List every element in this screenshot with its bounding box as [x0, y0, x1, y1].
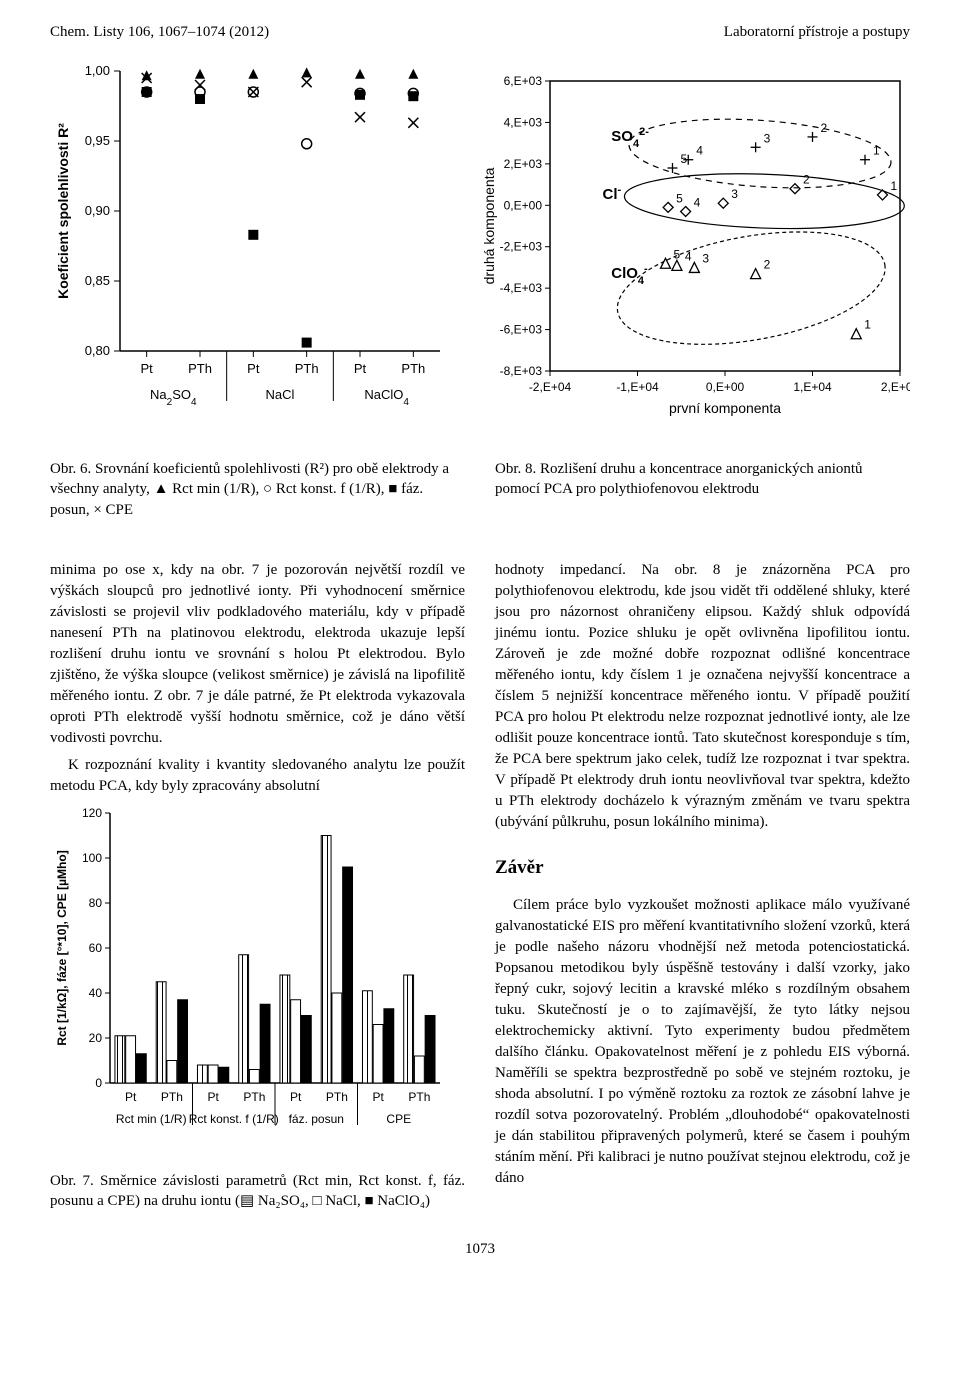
svg-text:Pt: Pt — [290, 1090, 302, 1104]
svg-text:2: 2 — [803, 173, 810, 187]
svg-text:60: 60 — [89, 941, 103, 955]
svg-text:1: 1 — [891, 179, 898, 193]
svg-text:Koeficient spolehlivosti R²: Koeficient spolehlivosti R² — [55, 123, 71, 299]
svg-text:-2,E+04: -2,E+04 — [529, 380, 572, 394]
svg-text:Rct [1/kΩ], fáze [°*10], CPE [: Rct [1/kΩ], fáze [°*10], CPE [µMho] — [55, 850, 69, 1045]
svg-text:80: 80 — [89, 896, 103, 910]
svg-text:2: 2 — [821, 121, 828, 135]
figure-7: 0 20 40 60 80 100 120 Pt PTh Pt PTh Pt PTh Pt PTh Rct m… — [50, 803, 465, 1212]
svg-text:-1,E+04: -1,E+04 — [616, 380, 659, 394]
svg-text:40: 40 — [89, 986, 103, 1000]
svg-text:PTh: PTh — [401, 361, 425, 376]
svg-text:120: 120 — [82, 806, 102, 820]
svg-text:0,85: 0,85 — [85, 273, 110, 288]
svg-text:1: 1 — [873, 144, 880, 158]
paragraph: Cílem práce bylo vyzkoušet možnosti apli… — [495, 895, 910, 1189]
svg-text:Pt: Pt — [141, 361, 154, 376]
section-label: Laboratorní přístroje a postupy — [724, 24, 910, 41]
svg-text:-2,E+03: -2,E+03 — [500, 240, 543, 254]
svg-text:0: 0 — [95, 1076, 102, 1090]
page-number: 1073 — [50, 1241, 910, 1258]
svg-text:první komponenta: první komponenta — [669, 400, 781, 416]
svg-text:4: 4 — [694, 196, 701, 210]
svg-text:PTh: PTh — [326, 1090, 348, 1104]
svg-text:Na2SO4: Na2SO4 — [150, 387, 197, 408]
journal-ref: Chem. Listy 106, 1067–1074 (2012) — [50, 24, 269, 41]
paragraph: minima po ose x, kdy na obr. 7 je pozoro… — [50, 560, 465, 749]
svg-text:0,E+00: 0,E+00 — [504, 198, 543, 212]
svg-text:CPE: CPE — [386, 1112, 411, 1126]
svg-text:-8,E+03: -8,E+03 — [500, 364, 543, 378]
paragraph: K rozpoznání kvality i kvantity sledovan… — [50, 755, 465, 797]
section-heading-conclusion: Závěr — [495, 855, 910, 882]
svg-text:5: 5 — [676, 191, 683, 205]
paragraph: hodnoty impedancí. Na obr. 8 je znázorně… — [495, 560, 910, 833]
svg-text:3: 3 — [702, 251, 709, 265]
figure-6: 0,80 0,85 0,90 0,95 1,00 Pt PTh Pt PTh Pt PTh Na2SO… — [50, 61, 450, 441]
svg-text:0,90: 0,90 — [85, 203, 110, 218]
svg-text:0,E+00: 0,E+00 — [706, 380, 745, 394]
svg-text:0,95: 0,95 — [85, 133, 110, 148]
svg-text:5: 5 — [681, 152, 688, 166]
caption-fig6: Obr. 6. Srovnání koeficientů spolehlivos… — [50, 459, 465, 520]
body-text: minima po ose x, kdy na obr. 7 je pozoro… — [50, 560, 910, 1212]
figure-8: -2,E+04 -1,E+04 0,E+00 1,E+04 2,E+04 -8,E+03 -… — [480, 61, 910, 441]
svg-text:4: 4 — [696, 144, 703, 158]
svg-text:4: 4 — [685, 249, 692, 263]
svg-text:1: 1 — [864, 318, 871, 332]
svg-text:0,80: 0,80 — [85, 343, 110, 358]
svg-text:fáz. posun: fáz. posun — [289, 1112, 344, 1126]
caption-fig7: Obr. 7. Směrnice závislosti parametrů (R… — [50, 1171, 465, 1212]
svg-text:NaClO4: NaClO4 — [364, 387, 409, 408]
svg-text:Rct min (1/R): Rct min (1/R) — [116, 1112, 187, 1126]
svg-text:2,E+03: 2,E+03 — [504, 157, 543, 171]
svg-text:PTh: PTh — [408, 1090, 430, 1104]
svg-text:SO42-: SO42- — [611, 126, 649, 150]
svg-text:Pt: Pt — [125, 1090, 137, 1104]
svg-text:druhá komponenta: druhá komponenta — [481, 167, 497, 284]
svg-text:20: 20 — [89, 1031, 103, 1045]
svg-text:PTh: PTh — [161, 1090, 183, 1104]
svg-text:Cl-: Cl- — [603, 184, 622, 203]
svg-text:PTh: PTh — [188, 361, 212, 376]
svg-text:Pt: Pt — [207, 1090, 219, 1104]
svg-text:3: 3 — [731, 187, 738, 201]
svg-text:PTh: PTh — [295, 361, 319, 376]
svg-text:-4,E+03: -4,E+03 — [500, 281, 543, 295]
svg-text:Pt: Pt — [372, 1090, 384, 1104]
svg-text:2: 2 — [764, 258, 771, 272]
svg-text:Rct konst. f (1/R): Rct konst. f (1/R) — [189, 1112, 279, 1126]
svg-text:1,E+04: 1,E+04 — [793, 380, 832, 394]
caption-fig8: Obr. 8. Rozlišení druhu a koncentrace an… — [495, 459, 910, 520]
svg-text:100: 100 — [82, 851, 102, 865]
svg-text:2,E+04: 2,E+04 — [881, 380, 910, 394]
svg-text:Pt: Pt — [354, 361, 367, 376]
svg-text:Pt: Pt — [247, 361, 260, 376]
svg-text:NaCl: NaCl — [266, 387, 295, 402]
svg-text:PTh: PTh — [243, 1090, 265, 1104]
svg-text:1,00: 1,00 — [85, 63, 110, 78]
svg-text:-6,E+03: -6,E+03 — [500, 323, 543, 337]
svg-text:3: 3 — [764, 131, 771, 145]
svg-text:6,E+03: 6,E+03 — [504, 74, 543, 88]
svg-text:ClO4-: ClO4- — [611, 263, 648, 287]
svg-text:4,E+03: 4,E+03 — [504, 115, 543, 129]
